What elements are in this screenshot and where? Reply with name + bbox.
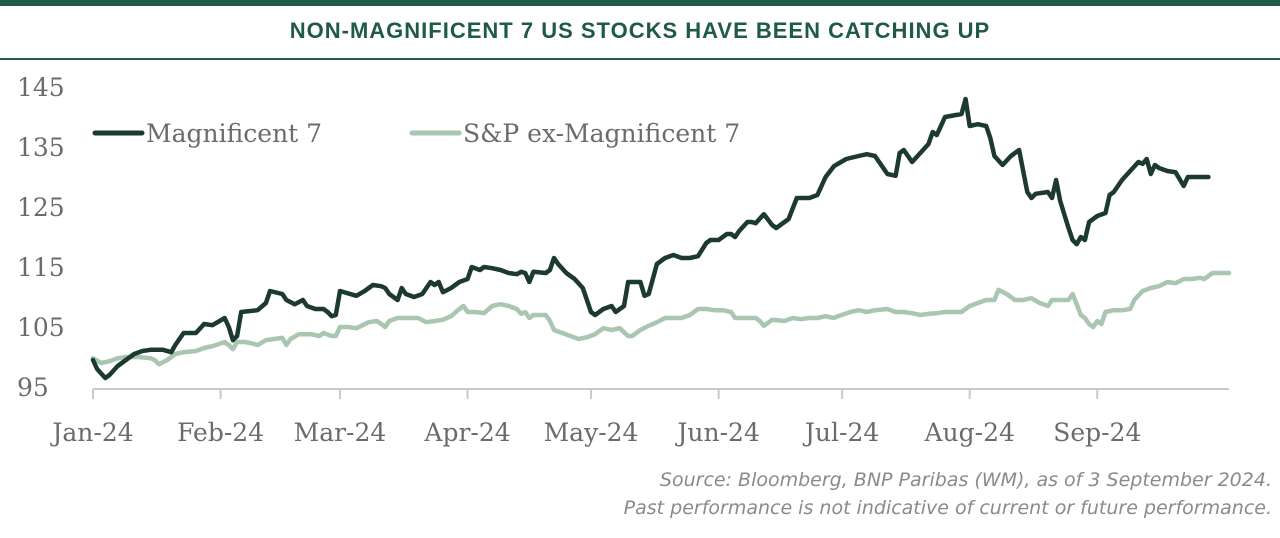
legend-label: Magnificent 7 xyxy=(146,119,322,148)
top-accent-bar xyxy=(0,0,1280,6)
source-line-2: Past performance is not indicative of cu… xyxy=(623,497,1272,519)
y-tick-label: 135 xyxy=(17,133,65,162)
x-tick-label: Sep-24 xyxy=(1053,418,1141,447)
y-tick-label: 105 xyxy=(17,313,65,342)
x-tick-label: Aug-24 xyxy=(923,418,1014,447)
series-line-magnificent-7 xyxy=(90,96,1211,381)
y-tick-label: 125 xyxy=(17,193,65,222)
title-divider xyxy=(0,58,1280,60)
legend-label: S&P ex-Magnificent 7 xyxy=(463,119,740,148)
x-tick-label: Jan-24 xyxy=(49,418,133,447)
source-line-1: Source: Bloomberg, BNP Paribas (WM), as … xyxy=(659,469,1272,491)
source-note: Source: Bloomberg, BNP Paribas (WM), as … xyxy=(624,466,1272,522)
x-tick-label: Jul-24 xyxy=(802,418,879,447)
x-tick-label: Apr-24 xyxy=(423,418,510,447)
x-tick-label: Jun-24 xyxy=(674,418,759,447)
series-line-sp-ex-magnificent-7 xyxy=(90,270,1232,367)
chart-title: NON-MAGNIFICENT 7 US STOCKS HAVE BEEN CA… xyxy=(289,18,991,43)
x-tick-label: Mar-24 xyxy=(294,418,387,447)
x-tick-label: May-24 xyxy=(544,418,639,447)
y-tick-label: 115 xyxy=(17,253,65,282)
y-tick-label: 145 xyxy=(17,73,65,102)
y-tick-label: 95 xyxy=(17,373,49,402)
x-tick-label: Feb-24 xyxy=(177,418,264,447)
